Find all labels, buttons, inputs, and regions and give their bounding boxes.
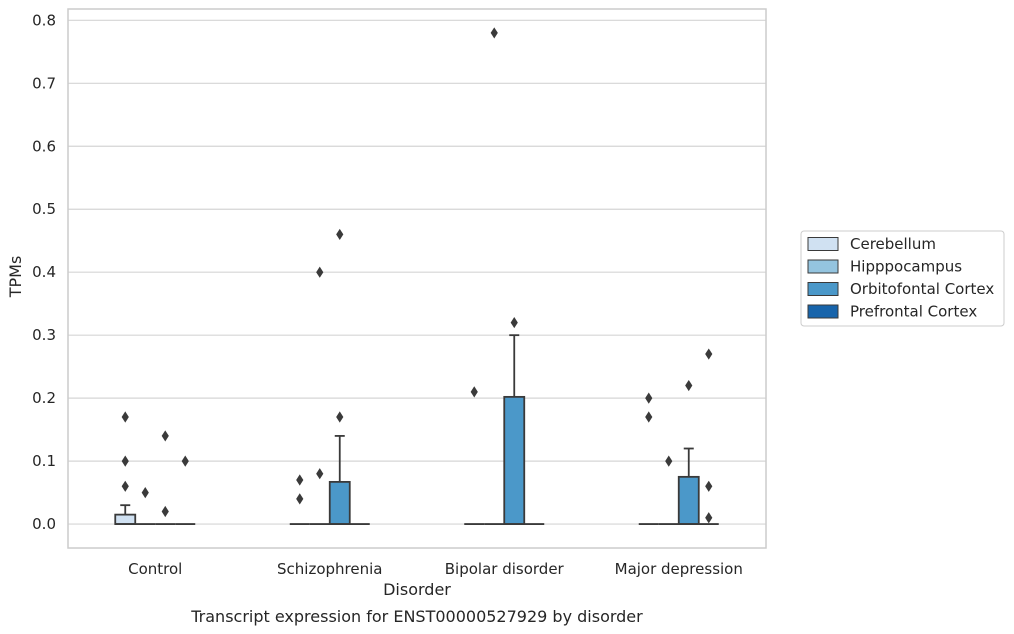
box-body — [503, 395, 526, 525]
x-axis-title: Disorder — [383, 580, 451, 599]
box-marks — [114, 27, 719, 525]
legend-swatch — [807, 259, 839, 274]
box-1-0 — [289, 474, 310, 525]
x-tick-labels: Control Schizophrenia Bipolar disorder Majo… — [128, 560, 743, 578]
outlier-point — [316, 266, 324, 278]
outlier-point — [336, 411, 344, 423]
legend-swatch — [807, 237, 839, 251]
box-2-0 — [464, 386, 485, 525]
outlier-point — [296, 474, 304, 486]
outlier-point — [510, 316, 518, 329]
y-tick-label: 0.8 — [32, 11, 56, 29]
x-tick-label: Schizophrenia — [277, 560, 382, 578]
y-tick-label: 0.1 — [32, 452, 56, 470]
outlier-point — [141, 486, 149, 499]
legend-label: Cerebellum — [850, 235, 936, 253]
figure-caption: Transcript expression for ENST0000052792… — [190, 607, 643, 626]
box-3-0 — [638, 392, 659, 525]
outlier-point — [121, 455, 129, 467]
outlier-point — [490, 27, 498, 39]
outlier-point — [705, 512, 713, 524]
box-1-2 — [328, 228, 351, 525]
outlier-point — [705, 480, 713, 492]
y-tick-label: 0.5 — [32, 200, 56, 218]
legend-label: Hipppocampus — [850, 258, 962, 276]
legend-swatch — [807, 282, 839, 296]
y-tick-label: 0.4 — [32, 263, 56, 281]
box-0-2 — [155, 430, 176, 525]
outlier-point — [336, 228, 344, 241]
outlier-point — [316, 468, 324, 480]
box-body — [328, 480, 351, 525]
y-tick-label: 0.3 — [32, 326, 56, 344]
outlier-point — [470, 386, 478, 398]
y-tick-label: 0.7 — [32, 74, 56, 92]
legend: Cerebellum Hipppocampus Orbitofontal Corte… — [800, 230, 1005, 327]
legend-swatch — [807, 304, 839, 319]
outlier-point — [645, 411, 653, 423]
box-3-2 — [677, 379, 700, 525]
box-3-1 — [658, 455, 679, 525]
legend-label: Orbitofontal Cortex — [850, 280, 994, 298]
outlier-point — [705, 348, 713, 360]
y-axis-title: TPMs — [6, 256, 25, 299]
plot-frame — [67, 8, 767, 549]
y-tick-label: 0.0 — [32, 515, 56, 533]
y-tick-label: 0.2 — [32, 389, 56, 407]
box-0-1 — [135, 486, 156, 525]
outlier-point — [121, 480, 129, 492]
outlier-point — [121, 411, 129, 423]
legend-frame — [800, 230, 1005, 327]
box-3-3 — [698, 348, 719, 525]
box-2-1 — [484, 27, 505, 525]
outlier-point — [685, 379, 693, 392]
box-2-2 — [503, 316, 526, 525]
y-tick-label: 0.6 — [32, 137, 56, 155]
y-tick-labels: 0.0 0.1 0.2 0.3 0.4 0.5 0.6 0.7 0.8 — [32, 11, 56, 533]
box-0-3 — [175, 455, 196, 525]
box-0-0 — [114, 411, 137, 525]
box-1-1 — [309, 266, 330, 525]
x-tick-label: Major depression — [615, 560, 743, 578]
x-tick-label: Control — [128, 560, 182, 578]
gridlines — [68, 19, 766, 525]
box-body — [114, 513, 137, 525]
outlier-point — [645, 392, 653, 404]
outlier-point — [161, 505, 169, 518]
x-tick-label: Bipolar disorder — [445, 560, 565, 578]
outlier-point — [181, 455, 189, 467]
outlier-point — [665, 455, 673, 467]
legend-label: Prefrontal Cortex — [850, 303, 977, 321]
outlier-point — [161, 430, 169, 442]
box-body — [677, 475, 700, 525]
outlier-point — [296, 493, 304, 505]
